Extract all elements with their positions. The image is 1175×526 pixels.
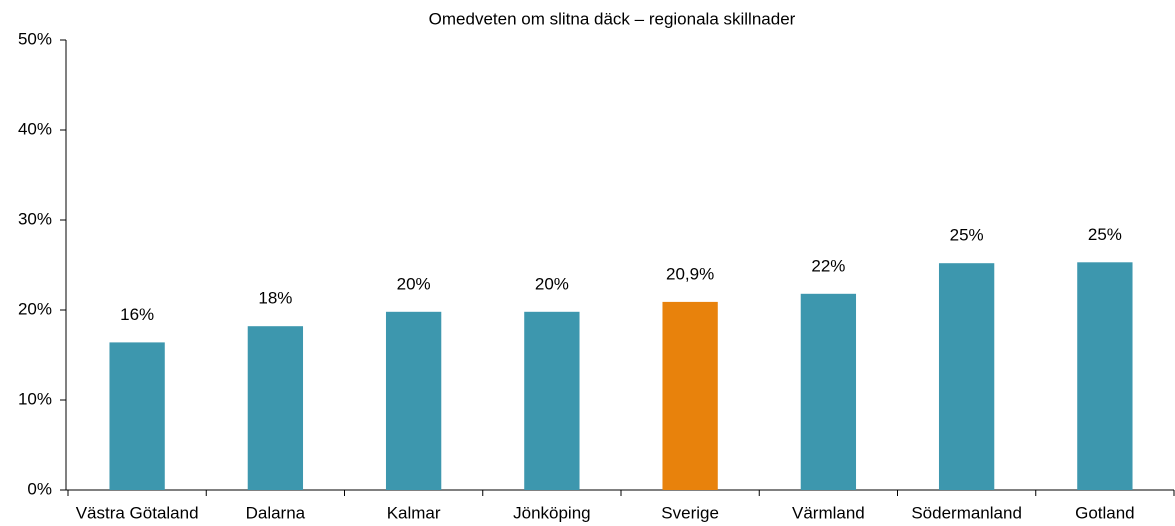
data-label: 25%	[1088, 225, 1122, 244]
y-tick-label: 10%	[18, 389, 52, 408]
y-tick-label: 20%	[18, 299, 52, 318]
bar	[800, 293, 857, 490]
x-tick-label: Södermanland	[911, 503, 1022, 522]
x-tick-label: Västra Götaland	[76, 503, 199, 522]
x-tick-label: Värmland	[792, 503, 865, 522]
data-label: 18%	[258, 289, 292, 308]
bar	[109, 342, 165, 490]
x-tick-label: Jönköping	[513, 503, 591, 522]
x-tick-label: Gotland	[1075, 503, 1135, 522]
data-label: 22%	[811, 256, 845, 275]
y-tick-label: 30%	[18, 209, 52, 228]
bar	[662, 301, 718, 490]
bar	[385, 311, 442, 490]
bar	[247, 326, 304, 490]
data-label: 20%	[535, 274, 569, 293]
x-tick-label: Dalarna	[246, 503, 306, 522]
y-tick-label: 50%	[18, 29, 52, 48]
y-tick-label: 40%	[18, 119, 52, 138]
data-label: 20%	[397, 274, 431, 293]
data-label: 25%	[950, 226, 984, 245]
bar	[1077, 262, 1133, 490]
data-label: 20,9%	[666, 264, 714, 283]
bar	[524, 311, 580, 490]
y-tick-label: 0%	[27, 479, 52, 498]
bar	[938, 263, 995, 490]
data-label: 16%	[120, 305, 154, 324]
x-tick-label: Sverige	[661, 503, 719, 522]
chart-title: Omedveten om slitna däck – regionala ski…	[429, 9, 796, 28]
x-tick-label: Kalmar	[387, 503, 441, 522]
